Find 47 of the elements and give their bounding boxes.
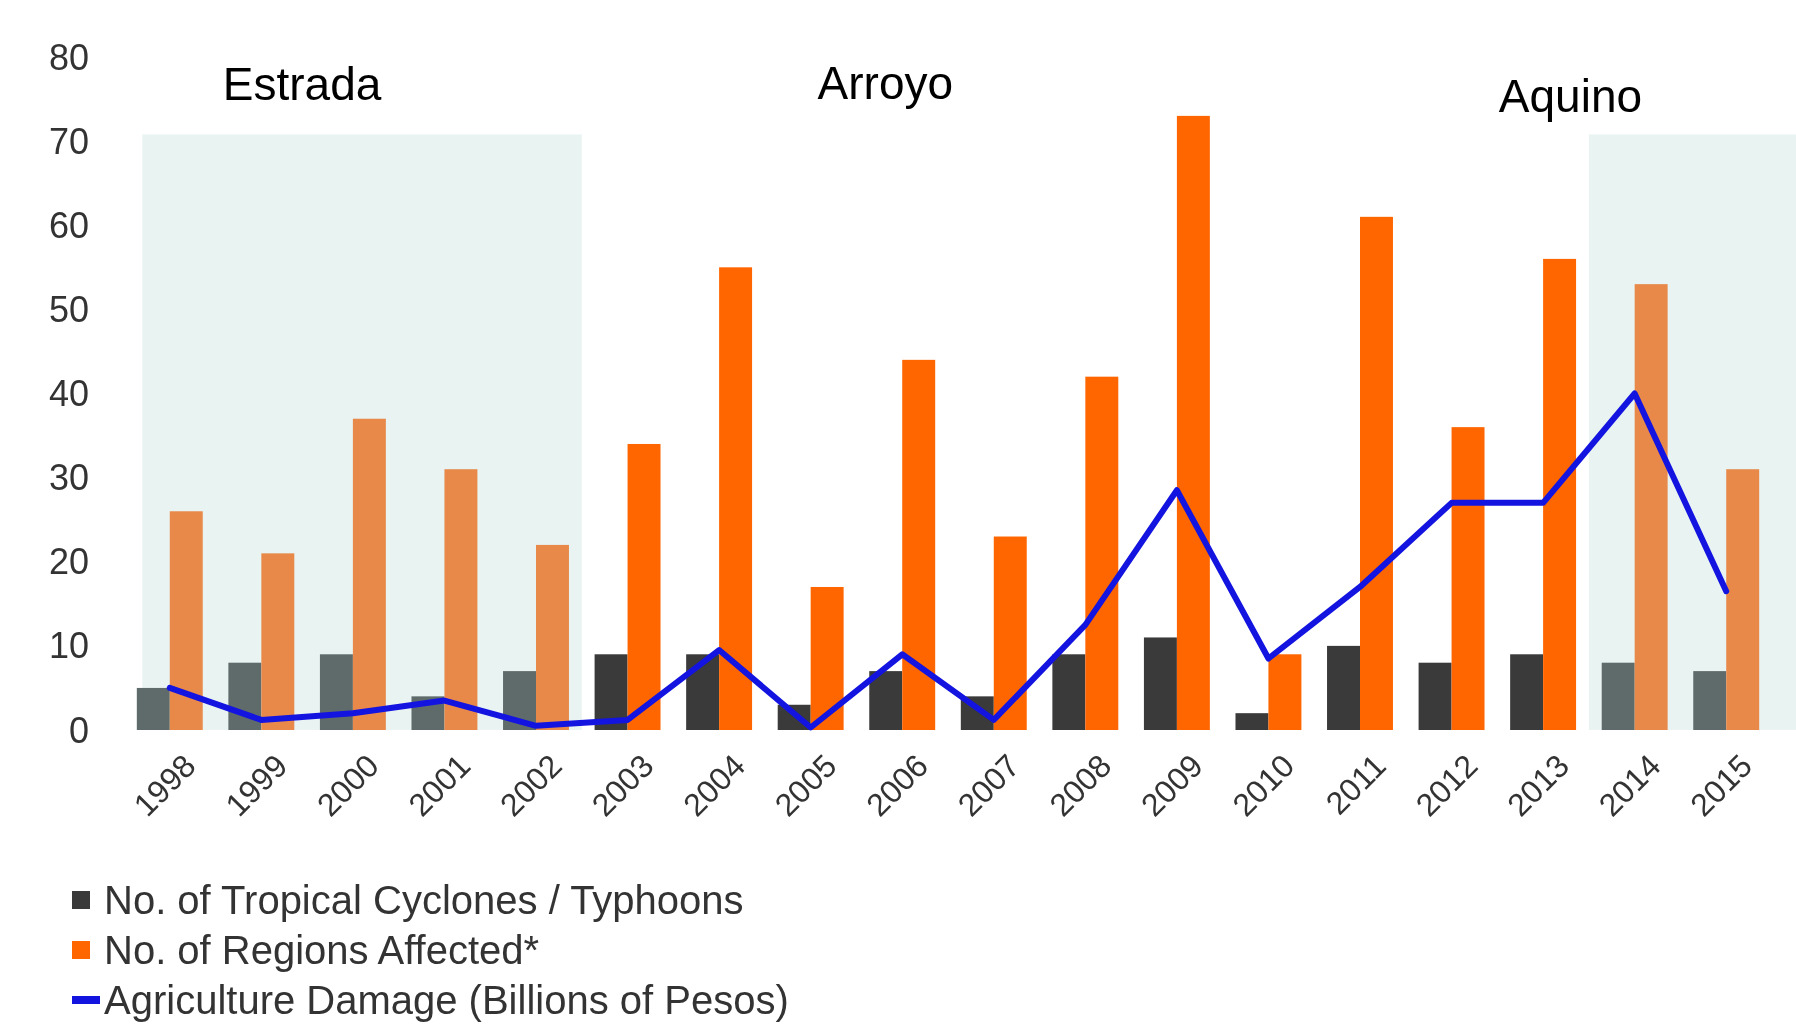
bar: [719, 267, 753, 730]
bar: [536, 544, 569, 730]
bar: [319, 654, 353, 730]
bar: [352, 418, 386, 730]
y-tick-label: 50: [48, 288, 89, 330]
bar: [1268, 654, 1302, 730]
bar: [1360, 216, 1393, 730]
y-tick-label: 60: [48, 204, 89, 246]
bar: [228, 662, 262, 730]
y-tick-label: 80: [48, 36, 89, 78]
bar: [1235, 713, 1269, 730]
bar: [993, 536, 1027, 730]
y-tick-label: 70: [48, 120, 89, 162]
bar: [1327, 645, 1360, 730]
bar: [1693, 671, 1727, 730]
y-tick-label: 30: [48, 457, 89, 499]
band-label: Estrada: [222, 58, 382, 111]
legend-label: No. of Tropical Cyclones / Typhoons: [104, 878, 744, 922]
bar: [686, 654, 720, 730]
bar: [1634, 284, 1668, 730]
y-tick-label: 20: [48, 541, 89, 583]
y-tick-label: 0: [68, 709, 89, 751]
legend-label: Agriculture Damage (Billions of Pesos): [104, 978, 789, 1022]
bar: [444, 469, 478, 730]
bar: [1543, 258, 1577, 730]
bar: [1418, 662, 1452, 730]
bar: [902, 359, 936, 730]
bar: [594, 654, 628, 730]
band-label: Aquino: [1498, 70, 1643, 123]
bar: [1085, 376, 1119, 730]
legend-label: No. of Regions Affected*: [104, 928, 540, 972]
bar: [1451, 427, 1485, 730]
bar: [169, 511, 203, 730]
y-tick-label: 10: [48, 625, 89, 667]
bar: [1510, 654, 1544, 730]
bar: [1176, 115, 1210, 730]
bar: [1052, 654, 1086, 730]
bar: [810, 586, 844, 730]
bar: [136, 687, 170, 730]
y-tick-label: 40: [48, 373, 89, 415]
annotation: Arroyo: [817, 57, 954, 109]
bar: [1143, 637, 1177, 730]
bar: [1601, 662, 1635, 730]
bar: [869, 671, 903, 730]
bar: [627, 443, 661, 730]
bar: [261, 553, 295, 730]
bar: [1726, 469, 1760, 730]
